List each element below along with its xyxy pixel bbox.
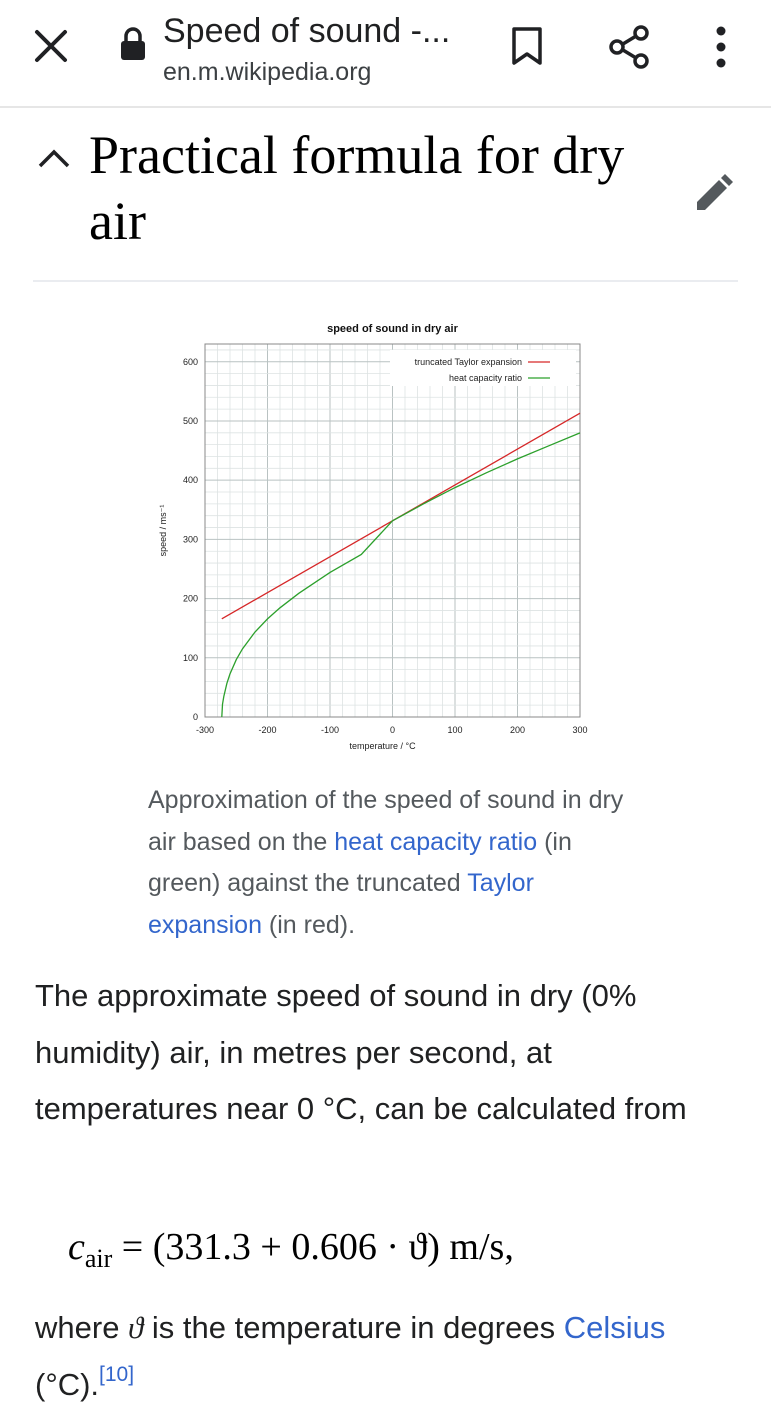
section-heading[interactable]: Practical formula for dry air [33,122,738,282]
body-paragraph: The approximate speed of sound in dry (0… [35,978,687,1126]
formula-rhs: = (331.3 + 0.606 · ϑ) m/s, [112,1226,514,1268]
paragraph-text: (°C). [35,1366,100,1402]
y-tick-label: 600 [183,357,198,367]
y-axis-label: speed / ms⁻¹ [158,505,168,557]
legend-label: truncated Taylor expansion [415,357,522,367]
celsius-link[interactable]: Celsius [563,1310,666,1345]
x-axis-label: temperature / °C [349,741,416,751]
browser-toolbar: Speed of sound -... en.m.wikipedia.org [0,0,771,108]
speed-of-sound-chart: -300 -200 -100 0 100 200 300 0 100 200 300 400 500 60… [158,323,588,751]
theta-symbol: ϑ [128,1310,144,1345]
x-tick-label: -100 [321,725,339,735]
y-tick-label: 100 [183,653,198,663]
lock-icon [121,27,145,60]
bookmark-icon[interactable] [510,26,544,66]
page-url: en.m.wikipedia.org [163,58,372,86]
plot-frame [204,343,581,718]
paragraph-text: where [35,1310,129,1345]
y-tick-label: 300 [183,534,198,544]
chart-axes [204,343,581,718]
taylor-expansion-link[interactable]: Taylor expansion [148,869,534,939]
more-options-icon[interactable] [710,26,732,68]
section-title: Practical formula for dry air [89,125,625,251]
chart-series [221,412,581,718]
heat-capacity-ratio-link[interactable]: heat capacity ratio [334,827,538,856]
x-tick-label: 100 [447,725,462,735]
x-tick-label: -200 [258,725,276,735]
x-tick-label: 200 [510,725,525,735]
chart-grid [204,344,581,718]
x-tick-label: 0 [390,725,395,735]
speed-formula: cair = (331.3 + 0.606 · ϑ) m/s, [68,1225,748,1285]
y-tick-label: 500 [183,416,198,426]
y-tick-label: 200 [183,594,198,604]
chart-labels: -300 -200 -100 0 100 200 300 0 100 200 300 400 500 60… [158,323,588,751]
legend-box [390,350,576,386]
edit-pencil-icon[interactable] [693,172,735,214]
formula-subscript: air [84,1244,113,1273]
y-tick-label: 0 [193,712,198,722]
share-icon[interactable] [608,24,650,70]
y-tick-label: 400 [183,475,198,485]
formula-variable: c [68,1226,85,1268]
x-tick-label: 300 [572,725,587,735]
chart-caption: Approximation of the speed of sound in d… [148,780,648,946]
x-tick-label: -300 [196,725,214,735]
paragraph-text: is the temperature in degrees [143,1310,564,1345]
caption-text: (in green) against the truncated [148,827,572,898]
series-line-heat-capacity [221,432,581,718]
chart-title: speed of sound in dry air [327,323,459,335]
close-icon[interactable] [33,28,69,64]
body-paragraph-2: where ϑ is the temperature in degrees Ce… [35,1300,735,1417]
legend-label: heat capacity ratio [449,373,522,383]
page-title: Speed of sound -... [163,12,451,50]
caption-text: Approximation of the speed of sound in d… [148,786,624,856]
reference-link[interactable]: [10] [99,1362,135,1386]
chevron-up-icon[interactable] [37,146,71,170]
caption-text: (in red). [261,910,356,939]
